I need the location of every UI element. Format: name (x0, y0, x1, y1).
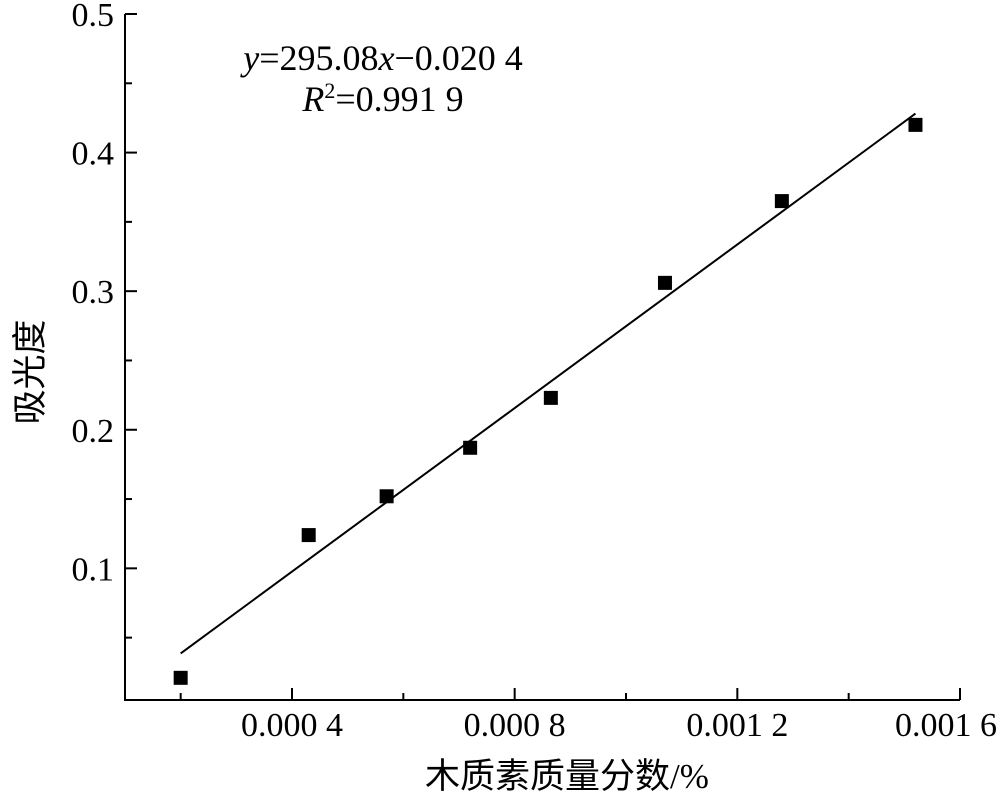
y-tick-label: 0.3 (72, 274, 115, 311)
data-point (379, 489, 394, 504)
data-point (774, 194, 789, 209)
x-tick-label: 0.000 8 (464, 707, 566, 744)
axis-ticks (125, 13, 961, 700)
x-tick-labels: 0.000 4 0.000 8 0.001 2 0.001 6 (241, 707, 997, 744)
r-squared-value: =0.991 9 (335, 79, 463, 119)
x-tick-label: 0.001 2 (686, 707, 788, 744)
equation-var-y: y (240, 38, 259, 78)
equation-coefficient: =295.08 (259, 38, 378, 78)
x-tick-label: 0.001 6 (895, 707, 997, 744)
r-squared-superscript: 2 (324, 78, 335, 103)
y-axis-title: 吸光度 (11, 319, 50, 424)
data-point (463, 440, 478, 455)
x-tick-label: 0.000 4 (241, 707, 343, 744)
y-tick-label: 0.5 (72, 0, 115, 34)
equation-intercept: −0.020 4 (394, 38, 522, 78)
data-point (657, 275, 672, 290)
r-squared-var: R (301, 79, 324, 119)
y-tick-label: 0.4 (72, 136, 115, 173)
x-axis-title: 木质素质量分数/% (425, 757, 709, 796)
data-point (173, 670, 188, 685)
y-tick-label: 0.2 (72, 413, 115, 450)
data-point (301, 528, 316, 543)
data-points (173, 117, 923, 685)
y-tick-labels: 0.1 0.2 0.3 0.4 0.5 (72, 0, 115, 588)
fit-equation: y=295.08x−0.020 4 (240, 38, 523, 78)
equation-var-x: x (378, 38, 395, 78)
r-squared: R2=0.991 9 (301, 78, 463, 119)
y-tick-label: 0.1 (72, 551, 115, 588)
data-point (543, 390, 558, 405)
data-point (908, 117, 923, 132)
fit-line (180, 112, 917, 655)
